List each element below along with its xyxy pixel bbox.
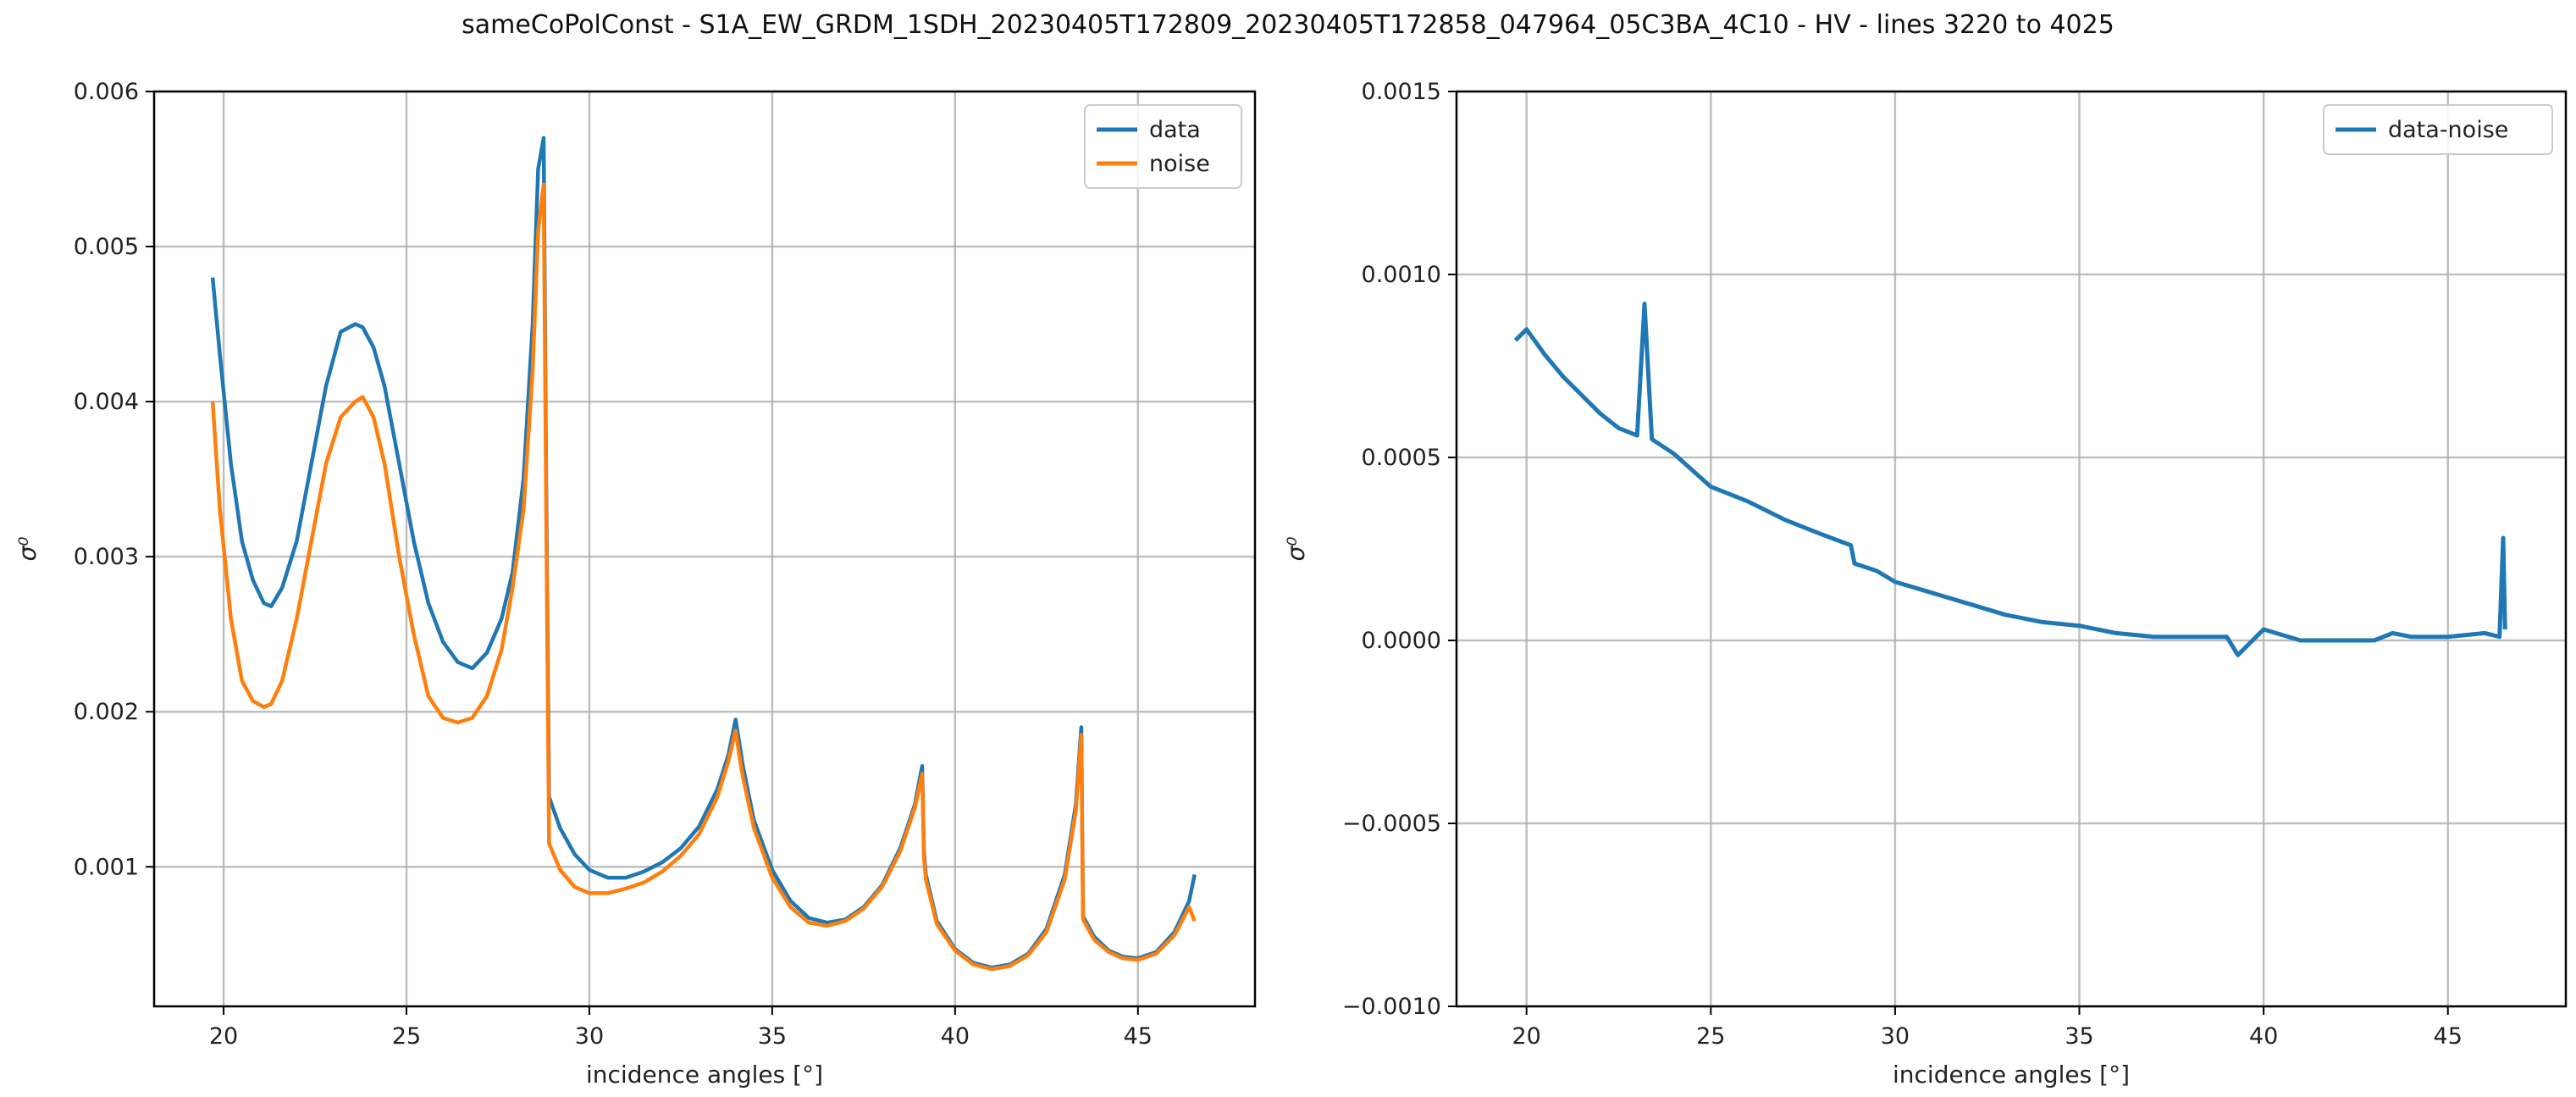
- left-axes-frame: [152, 90, 1257, 1008]
- right-axes-frame: [1455, 90, 2568, 1008]
- left-legend-label-noise: noise: [1149, 151, 1210, 177]
- left-x-tick-label: 25: [392, 1023, 421, 1050]
- left-y-tick-label: 0.004: [74, 389, 139, 415]
- right-x-tick-label: 35: [2065, 1023, 2093, 1050]
- right-legend-label-data-noise: data-noise: [2388, 117, 2508, 143]
- left-x-tick-label: 35: [758, 1023, 787, 1050]
- left-y-tick-label: 0.005: [74, 234, 139, 260]
- figure-suptitle: sameCoPolConst - S1A_EW_GRDM_1SDH_202304…: [462, 10, 2114, 40]
- right-x-tick-label: 45: [2434, 1023, 2463, 1050]
- right-x-tick-label: 20: [1512, 1023, 1541, 1050]
- right-x-axis-label: incidence angles [°]: [1893, 1061, 2130, 1089]
- left-x-tick-label: 45: [1124, 1023, 1153, 1050]
- left-x-tick-label: 40: [941, 1023, 970, 1050]
- left-x-axis-label: incidence angles [°]: [586, 1061, 823, 1089]
- right-y-tick-label: 0.0015: [1362, 79, 1441, 105]
- right-y-tick-label: −0.0010: [1342, 994, 1441, 1020]
- left-x-tick-label: 20: [209, 1023, 238, 1050]
- right-x-tick-label: 40: [2249, 1023, 2278, 1050]
- right-y-axis-label: σ⁰: [1282, 537, 1310, 562]
- left-series-noise-line: [210, 182, 1197, 972]
- right-legend-box: [2323, 104, 2553, 155]
- right-x-tick-label: 30: [1881, 1023, 1910, 1050]
- left-y-tick-label: 0.001: [74, 854, 139, 880]
- left-legend-box: [1084, 104, 1242, 189]
- left-y-axis-label: σ⁰: [14, 537, 41, 562]
- right-series-data-noise-line: [1513, 302, 2507, 657]
- right-y-tick-label: 0.0010: [1362, 262, 1441, 288]
- right-y-tick-label: 0.0000: [1362, 628, 1441, 654]
- left-y-tick-label: 0.002: [74, 699, 139, 725]
- left-y-tick-label: 0.003: [74, 544, 139, 570]
- right-y-tick-label: 0.0005: [1362, 445, 1441, 471]
- left-series-data-line: [210, 136, 1197, 970]
- right-y-tick-label: −0.0005: [1342, 811, 1441, 837]
- left-x-tick-label: 30: [575, 1023, 604, 1050]
- left-y-tick-label: 0.006: [74, 79, 139, 105]
- right-x-tick-label: 25: [1696, 1023, 1725, 1050]
- left-legend-label-data: data: [1149, 117, 1201, 143]
